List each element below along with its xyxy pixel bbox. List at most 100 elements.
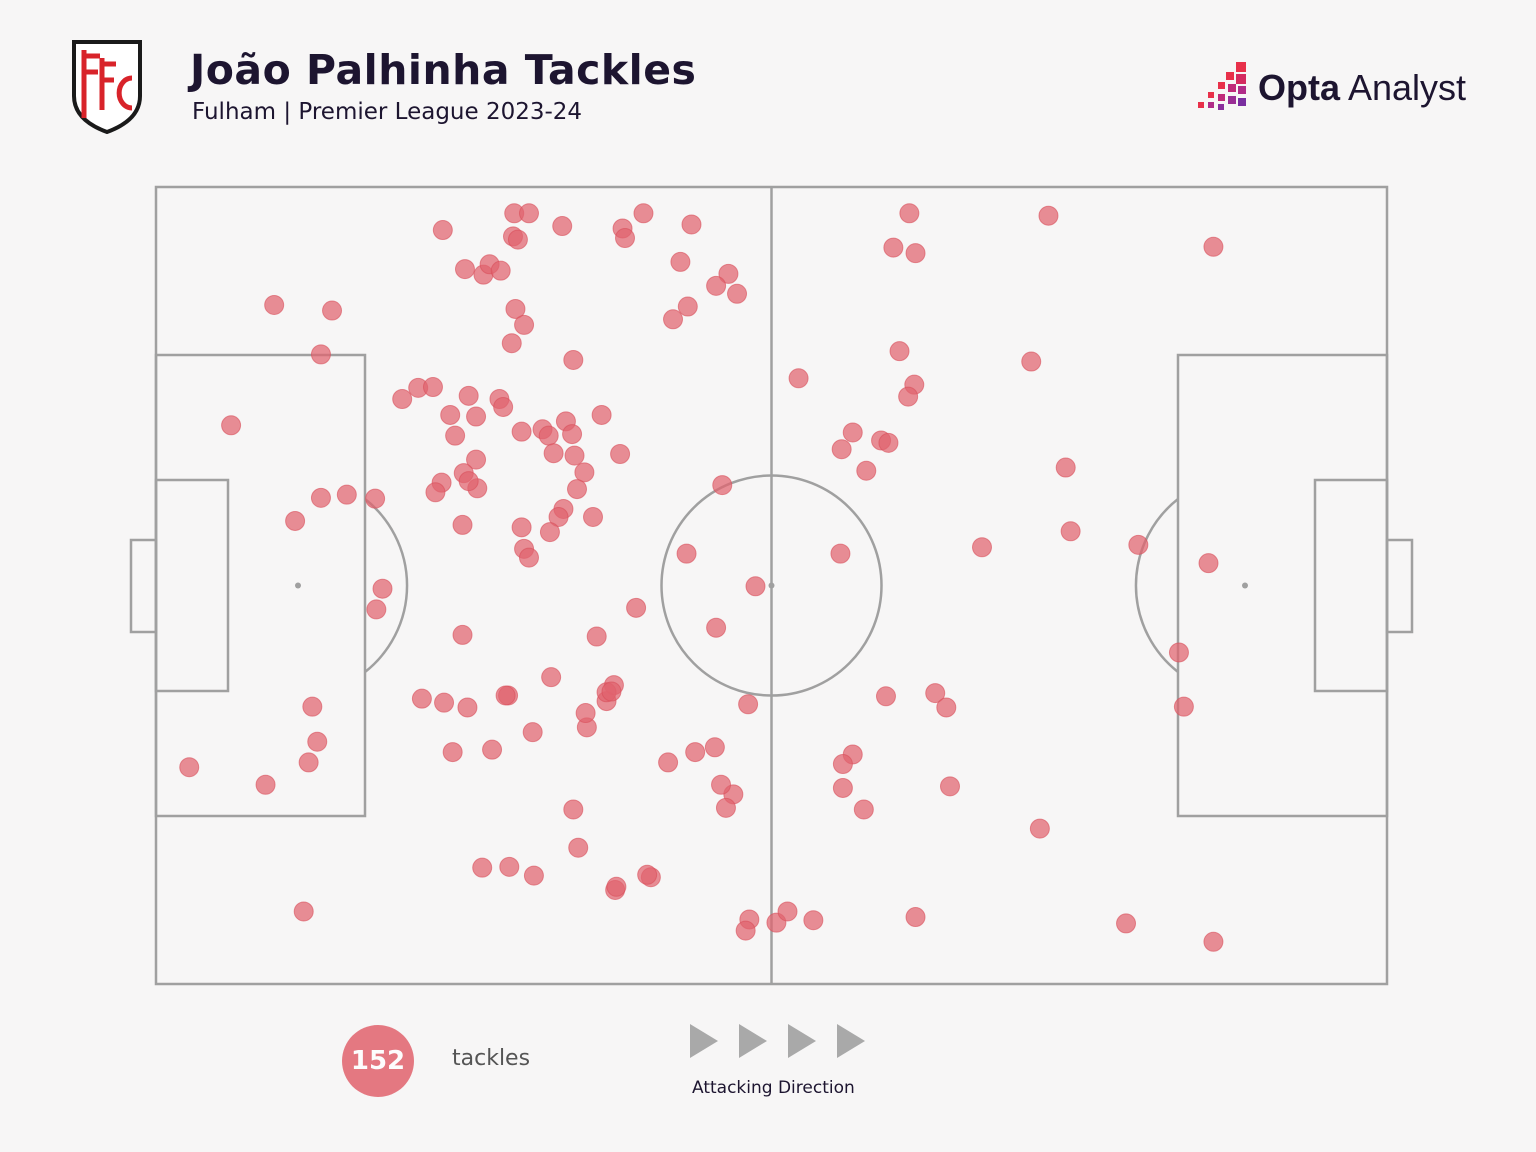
tackle-point [715,797,736,818]
tackle-point [563,799,584,820]
play-triangle-icon [837,1024,865,1058]
tackle-point [457,697,478,718]
tackle-point [564,445,585,466]
tackle-point [601,681,622,702]
tackle-point [574,462,595,483]
right-goal [1385,538,1414,634]
opta-pixel-icon [1198,62,1246,110]
tackle-point [425,482,446,503]
tackle-point [1198,553,1219,574]
left-penalty-box [154,353,367,818]
tackle-point [466,406,487,427]
tackle-point [830,543,851,564]
tackle-point [445,425,466,446]
play-triangle-icon [739,1024,767,1058]
left-penalty-spot [295,582,301,589]
tackle-point [255,774,276,795]
brand-name-bold: Opta [1258,67,1341,108]
tackle-point [310,487,331,508]
right-penalty-box [1176,353,1389,818]
tackle-point [681,214,702,235]
tackle-point [898,386,919,407]
tackle-point [875,686,896,707]
tackle-point [711,774,732,795]
tackle-point [591,404,612,425]
pitch-scatter [129,185,1414,986]
tackle-point [518,547,539,568]
tackle-point [538,425,559,446]
tackle-point [610,443,631,464]
tackle-point [440,404,461,425]
tackle-point [522,722,543,743]
tackle-point [499,856,520,877]
right-penalty-spot [1242,582,1248,589]
pitch-markings [129,185,1414,986]
tackle-point [541,667,562,688]
right-penalty-arc [1134,498,1179,673]
tackle-point [670,251,691,272]
tackle-point [511,421,532,442]
tackle-point [777,901,798,922]
tackle-point [831,439,852,460]
tackle-point [905,907,926,928]
left-penalty-arc [364,498,409,673]
tackle-points [179,203,1224,952]
tackle-point [568,837,589,858]
tackle-count: 152 [350,1046,406,1076]
tackle-point [548,506,569,527]
tackle-point [1060,521,1081,542]
tackle-point [432,220,453,241]
tackle-point [803,910,824,931]
tackle-point [543,443,564,464]
tackle-point [552,216,573,237]
tackle-point [442,742,463,763]
tackle-point [1021,351,1042,372]
tackle-point [372,578,393,599]
tackle-point [939,776,960,797]
tackle-point [302,696,323,717]
opta-analyst-logo: Opta Analyst [1198,62,1466,110]
tackle-point [365,488,386,509]
tackle-point [706,617,727,638]
fulham-crest-icon [72,40,142,134]
tackle-point [221,415,242,436]
tackle-point [677,296,698,317]
left-six-yard-box [154,478,230,693]
tackle-point [735,920,756,941]
tackle-point [586,626,607,647]
tackle-point [518,203,539,224]
tackle-count-bubble: 152 [342,1025,414,1097]
tackle-point [1029,818,1050,839]
tackle-point [712,475,733,496]
tackle-point [472,857,493,878]
tackle-point [883,237,904,258]
tackle-point [392,389,413,410]
tackle-point [493,396,514,417]
tackle-point [511,517,532,538]
tackle-point [905,243,926,264]
tackle-point [626,597,647,618]
tackle-point [633,203,654,224]
tackle-point [842,422,863,443]
tackle-point [706,275,727,296]
tackle-point [583,506,604,527]
tackle-point [490,260,511,281]
tackle-point [495,685,516,706]
tackle-point [567,479,588,500]
attacking-direction-arrows [690,1024,865,1058]
tackle-point [832,754,853,775]
tackle-point [434,692,455,713]
tackle-point [501,333,522,354]
tackle-point [738,694,759,715]
tackle-point [637,864,658,885]
tackle-point [298,752,319,773]
tackle-point [1055,457,1076,478]
attacking-direction-label: Attacking Direction [692,1078,855,1098]
tackle-point [458,471,479,492]
tackle-point [606,876,627,897]
left-goal [129,538,158,634]
tackle-point [411,688,432,709]
tackle-point [663,309,684,330]
tackle-point [452,624,473,645]
tackle-point [1173,696,1194,717]
